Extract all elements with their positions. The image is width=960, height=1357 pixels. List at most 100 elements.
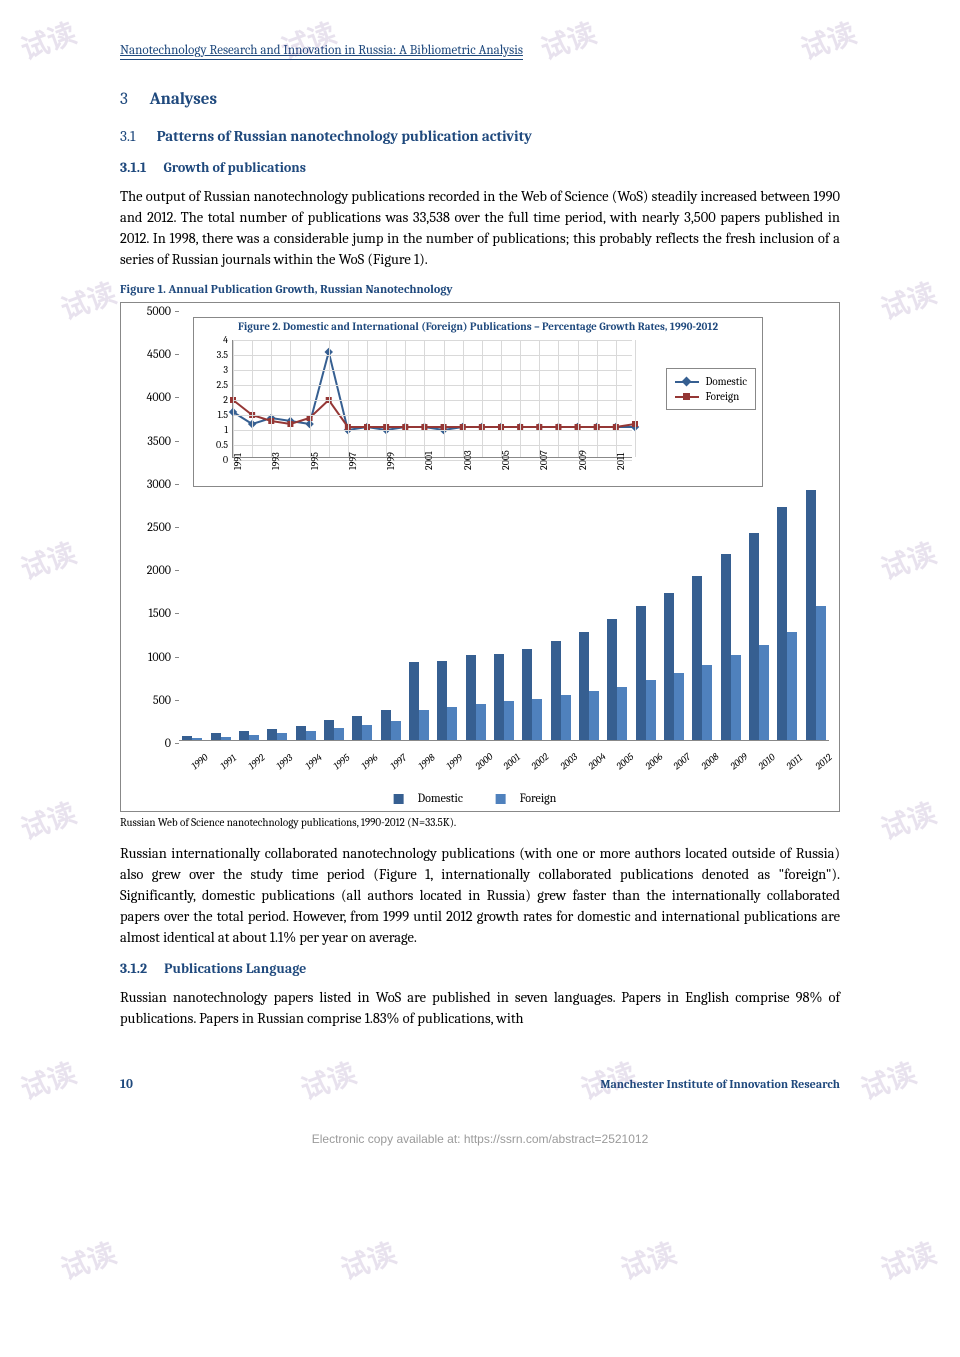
inset-x-tick: 1991 xyxy=(232,453,244,470)
bar-group xyxy=(777,507,797,740)
bar-domestic xyxy=(692,576,702,740)
page-footer: 10 Manchester Institute of Innovation Re… xyxy=(120,1069,840,1092)
bar-domestic xyxy=(437,661,447,740)
bar-domestic xyxy=(607,619,617,740)
bar-group xyxy=(721,554,741,740)
bar-domestic xyxy=(381,710,391,740)
bar-group xyxy=(409,662,429,740)
electronic-copy-notice: Electronic copy available at: https://ss… xyxy=(0,1122,960,1166)
inset-y-tick: 0.5 xyxy=(200,439,228,451)
figure2-title: Figure 2. Domestic and International (Fo… xyxy=(194,318,762,335)
bar-foreign xyxy=(447,707,457,740)
bar-domestic xyxy=(551,641,561,740)
x-tick-label: 2005 xyxy=(614,751,636,772)
watermark: 试读 xyxy=(875,1232,941,1289)
y-tick: 4500 xyxy=(121,347,171,361)
bar-domestic xyxy=(636,606,646,740)
bar-group xyxy=(381,710,401,740)
bar-domestic xyxy=(239,731,249,740)
section-num: 3 xyxy=(120,90,128,109)
figure1-chart: Figure 2. Domestic and International (Fo… xyxy=(120,302,840,812)
watermark: 试读 xyxy=(795,12,861,69)
bar-domestic xyxy=(522,649,532,740)
watermark: 试读 xyxy=(535,12,601,69)
watermark: 试读 xyxy=(55,272,121,329)
bar-domestic xyxy=(777,507,787,740)
bar-group xyxy=(522,649,542,740)
x-tick-label: 2000 xyxy=(473,751,495,773)
bar-domestic xyxy=(664,593,674,740)
inset-x-tick: 2009 xyxy=(577,450,589,470)
bar-group xyxy=(211,722,231,740)
bar-foreign xyxy=(221,737,231,740)
inset-x-tick: 2005 xyxy=(500,450,512,470)
bar-foreign xyxy=(334,728,344,740)
bar-domestic xyxy=(409,662,419,740)
subsub-num: 3.1.1 xyxy=(120,159,146,176)
bar-group xyxy=(239,722,259,740)
watermark: 试读 xyxy=(855,1052,921,1109)
x-tick-label: 2011 xyxy=(784,752,805,772)
bar-foreign xyxy=(674,673,684,740)
watermark: 试读 xyxy=(615,1232,681,1289)
watermark: 试读 xyxy=(55,1232,121,1289)
bar-domestic xyxy=(324,720,334,740)
inset-y-tick: 1.5 xyxy=(200,409,228,421)
inset-x-tick: 1997 xyxy=(347,452,359,470)
watermark: 试读 xyxy=(875,792,941,849)
x-tick-label: 1993 xyxy=(274,752,295,772)
paragraph-1: The output of Russian nanotechnology pub… xyxy=(120,186,840,270)
subsub-title: Publications Language xyxy=(164,960,306,977)
bar-domestic xyxy=(267,729,277,740)
bar-group xyxy=(324,720,344,740)
figure1-legend: Domestic Foreign xyxy=(384,791,577,805)
watermark: 试读 xyxy=(15,12,81,69)
y-tick: 1500 xyxy=(121,606,171,620)
y-tick: 0 xyxy=(121,736,171,750)
inset-x-tick: 1993 xyxy=(270,452,282,470)
figure1-title: Figure 1. Annual Publication Growth, Rus… xyxy=(120,282,840,296)
paragraph-2: Russian internationally collaborated nan… xyxy=(120,843,840,948)
bar-domestic xyxy=(466,655,476,740)
section-title: Analyses xyxy=(150,90,217,109)
inset-y-tick: 3.5 xyxy=(200,349,228,361)
bar-domestic xyxy=(749,533,759,740)
bar-domestic xyxy=(296,726,306,740)
subsub-title: Growth of publications xyxy=(163,159,306,176)
bar-foreign xyxy=(617,687,627,741)
bar-foreign xyxy=(759,645,769,740)
bar-group xyxy=(607,619,627,740)
bar-group xyxy=(806,490,826,741)
bar-foreign xyxy=(561,695,571,740)
x-tick-label: 1999 xyxy=(444,752,465,773)
legend-foreign-label: Foreign xyxy=(520,791,557,805)
x-tick-label: 1991 xyxy=(218,752,239,772)
bar-foreign xyxy=(249,735,259,740)
watermark: 试读 xyxy=(15,1052,81,1109)
bar-group xyxy=(664,593,684,740)
subsub-heading-311: 3.1.1 Growth of publications xyxy=(120,159,840,176)
x-tick-label: 2012 xyxy=(813,751,835,772)
legend-foreign: Foreign xyxy=(705,390,739,403)
x-tick-label: 1990 xyxy=(189,751,211,772)
inset-y-tick: 0 xyxy=(200,454,228,466)
figure2-legend: Domestic Foreign xyxy=(666,368,756,410)
bar-group xyxy=(437,661,457,740)
footer-org: Manchester Institute of Innovation Resea… xyxy=(600,1077,840,1092)
bar-foreign xyxy=(702,665,712,740)
inset-x-tick: 2001 xyxy=(423,451,435,470)
x-tick-label: 1998 xyxy=(416,752,437,773)
bar-group xyxy=(494,654,514,740)
bar-group xyxy=(579,632,599,740)
watermark: 试读 xyxy=(875,272,941,329)
y-tick: 1000 xyxy=(121,650,171,664)
bar-domestic xyxy=(494,654,504,740)
x-tick-label: 2002 xyxy=(529,751,551,772)
inset-y-tick: 1 xyxy=(200,424,228,436)
bar-domestic xyxy=(352,716,362,740)
x-tick-label: 1996 xyxy=(359,752,380,773)
bar-foreign xyxy=(362,725,372,741)
inset-y-tick: 3 xyxy=(200,364,228,376)
subsection-num: 3.1 xyxy=(120,127,135,145)
figure1-note: Russian Web of Science nanotechnology pu… xyxy=(120,816,840,829)
